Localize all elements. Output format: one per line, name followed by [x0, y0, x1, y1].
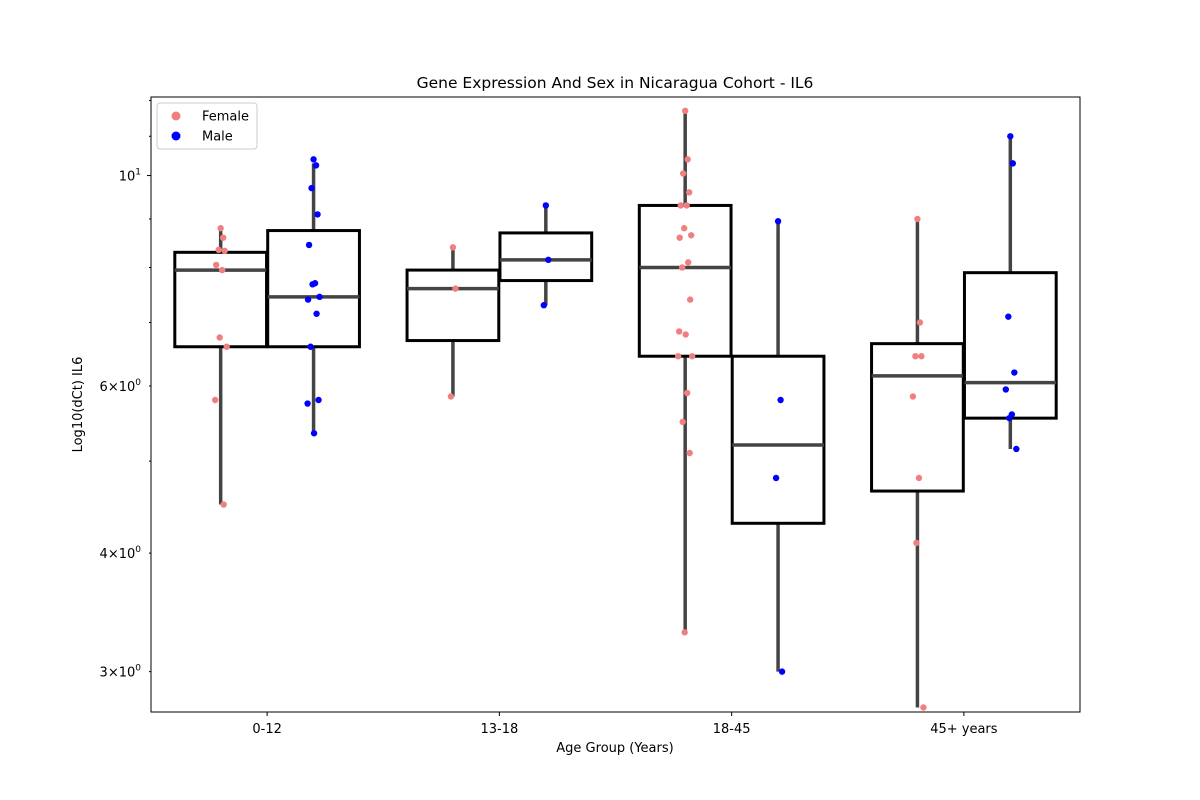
x-tick-label: 13-18	[480, 722, 518, 737]
data-point-female	[217, 225, 224, 232]
data-point-male	[310, 430, 318, 437]
plot-area	[173, 107, 1058, 711]
data-point-male	[304, 296, 312, 303]
data-point-male	[309, 281, 316, 288]
data-point-female	[212, 261, 220, 269]
data-point-male	[314, 211, 321, 218]
data-point-female	[913, 539, 920, 547]
data-point-female	[684, 156, 691, 163]
data-point-female	[920, 704, 927, 711]
data-point-female	[916, 319, 924, 326]
data-point-male	[1006, 414, 1013, 422]
x-tick-label: 0-12	[252, 722, 282, 737]
data-point-male	[310, 156, 317, 163]
data-point-female	[678, 264, 686, 271]
legend-marker-male	[171, 131, 181, 141]
y-axis-label: Log10(dCt) IL6	[71, 357, 86, 453]
data-point-male	[1002, 386, 1010, 393]
data-point-female	[219, 234, 227, 241]
data-point-female	[915, 474, 923, 482]
data-point-female	[681, 629, 688, 636]
data-point-female	[218, 266, 226, 274]
plot-frame	[150, 96, 1081, 713]
data-point-female	[447, 393, 455, 400]
legend: Female Male	[156, 102, 258, 150]
data-point-male	[1011, 369, 1018, 376]
data-point-male	[1005, 313, 1012, 320]
data-point-female	[676, 234, 683, 241]
data-point-female	[687, 232, 695, 239]
data-point-female	[683, 202, 690, 209]
data-point-female	[452, 285, 459, 292]
data-point-female	[220, 501, 227, 508]
data-point-female	[681, 107, 689, 115]
data-point-male	[1007, 133, 1014, 140]
data-point-female	[918, 353, 925, 360]
data-point-male	[774, 218, 782, 225]
data-point-female	[680, 225, 688, 232]
data-point-male	[1009, 160, 1017, 167]
data-point-female	[223, 343, 230, 350]
y-tick-label: 4×100	[100, 545, 142, 562]
data-point-female	[912, 353, 919, 360]
data-point-male	[772, 474, 780, 482]
data-point-female	[221, 247, 228, 255]
chart-title: Gene Expression And Sex in Nicaragua Coh…	[417, 74, 814, 92]
data-point-female	[683, 389, 691, 397]
x-tick-label: 18-45	[713, 722, 751, 737]
y-tick-label: 6×100	[100, 378, 142, 395]
data-point-male	[1013, 445, 1020, 453]
legend-label-female: Female	[202, 110, 249, 125]
data-point-male	[308, 184, 315, 192]
axes: 0-12 13-18 18-45 45+ years 3×100 4×100 6×100 10…	[100, 99, 998, 737]
data-point-female	[679, 170, 687, 177]
data-point-male	[305, 241, 313, 249]
legend-label-male: Male	[202, 130, 233, 145]
data-point-female	[914, 215, 921, 223]
y-tick-label: 3×100	[100, 664, 142, 681]
data-point-female	[674, 353, 682, 360]
data-point-male	[540, 302, 548, 309]
data-point-male	[542, 202, 550, 209]
data-point-male	[307, 343, 314, 350]
data-point-male	[545, 256, 552, 264]
data-point-female	[216, 334, 223, 341]
legend-frame	[156, 102, 258, 150]
legend-marker-female	[171, 111, 181, 121]
data-point-male	[312, 162, 320, 169]
x-tick-label: 45+ years	[930, 722, 998, 737]
y-tick-label: 101	[119, 168, 141, 185]
data-point-female	[679, 418, 686, 426]
data-point-female	[682, 331, 689, 338]
data-point-female	[211, 396, 219, 404]
data-point-male	[304, 400, 311, 407]
data-point-male	[315, 396, 322, 404]
data-point-female	[677, 202, 684, 209]
data-point-male	[313, 310, 320, 317]
box-male	[498, 231, 594, 283]
box-female	[405, 268, 501, 343]
box-male	[730, 354, 826, 525]
data-point-female	[688, 353, 696, 360]
data-point-female	[684, 259, 692, 266]
data-point-female	[686, 296, 694, 303]
data-point-female	[686, 449, 693, 457]
data-point-male	[778, 668, 786, 675]
x-axis-label: Age Group (Years)	[556, 741, 673, 756]
data-point-male	[316, 293, 323, 301]
data-point-female	[215, 246, 222, 254]
data-point-female	[449, 244, 457, 251]
data-point-female	[685, 189, 693, 196]
data-point-female	[675, 328, 683, 335]
data-point-male	[777, 396, 784, 404]
data-point-female	[909, 393, 917, 400]
